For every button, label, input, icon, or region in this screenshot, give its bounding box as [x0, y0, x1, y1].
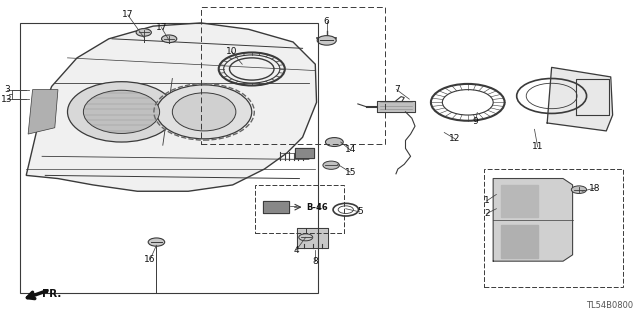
Text: FR.: FR.: [42, 289, 61, 300]
Ellipse shape: [83, 90, 159, 133]
Text: 17: 17: [156, 23, 167, 32]
Text: 5: 5: [357, 207, 363, 216]
Ellipse shape: [156, 85, 252, 139]
Text: 15: 15: [344, 168, 356, 177]
Circle shape: [148, 238, 164, 246]
Text: 16: 16: [145, 255, 156, 264]
Polygon shape: [263, 201, 289, 213]
Text: 7: 7: [394, 85, 399, 94]
Text: 1: 1: [484, 196, 490, 205]
Text: 13: 13: [1, 95, 13, 104]
Text: 6: 6: [324, 17, 330, 26]
Text: 11: 11: [532, 142, 543, 151]
Ellipse shape: [67, 82, 175, 142]
Text: 3: 3: [4, 85, 10, 94]
Polygon shape: [28, 90, 58, 134]
Text: 14: 14: [344, 145, 356, 154]
Polygon shape: [295, 148, 314, 158]
Bar: [201, 7, 385, 144]
Bar: [484, 169, 623, 286]
Polygon shape: [26, 23, 317, 191]
Text: B-46: B-46: [307, 203, 328, 211]
Polygon shape: [501, 185, 538, 217]
Text: 12: 12: [449, 134, 461, 143]
Text: 9: 9: [472, 117, 478, 126]
Circle shape: [317, 36, 336, 45]
Text: 17: 17: [122, 11, 134, 19]
Ellipse shape: [172, 93, 236, 131]
Polygon shape: [493, 179, 573, 261]
Polygon shape: [377, 101, 415, 112]
Circle shape: [572, 186, 587, 194]
Bar: [20, 23, 319, 293]
Text: TL54B0800: TL54B0800: [586, 301, 633, 310]
Circle shape: [326, 137, 343, 146]
Bar: [255, 185, 344, 233]
Circle shape: [323, 161, 339, 169]
Circle shape: [299, 234, 313, 241]
Text: 8: 8: [312, 257, 318, 266]
Polygon shape: [501, 225, 538, 258]
Polygon shape: [547, 67, 612, 131]
Text: 2: 2: [484, 209, 490, 218]
Text: 4: 4: [293, 246, 299, 255]
Text: 18: 18: [589, 184, 600, 193]
Text: 10: 10: [226, 47, 237, 56]
Circle shape: [161, 35, 177, 43]
Polygon shape: [576, 78, 609, 115]
Polygon shape: [298, 228, 328, 249]
Circle shape: [136, 29, 152, 36]
